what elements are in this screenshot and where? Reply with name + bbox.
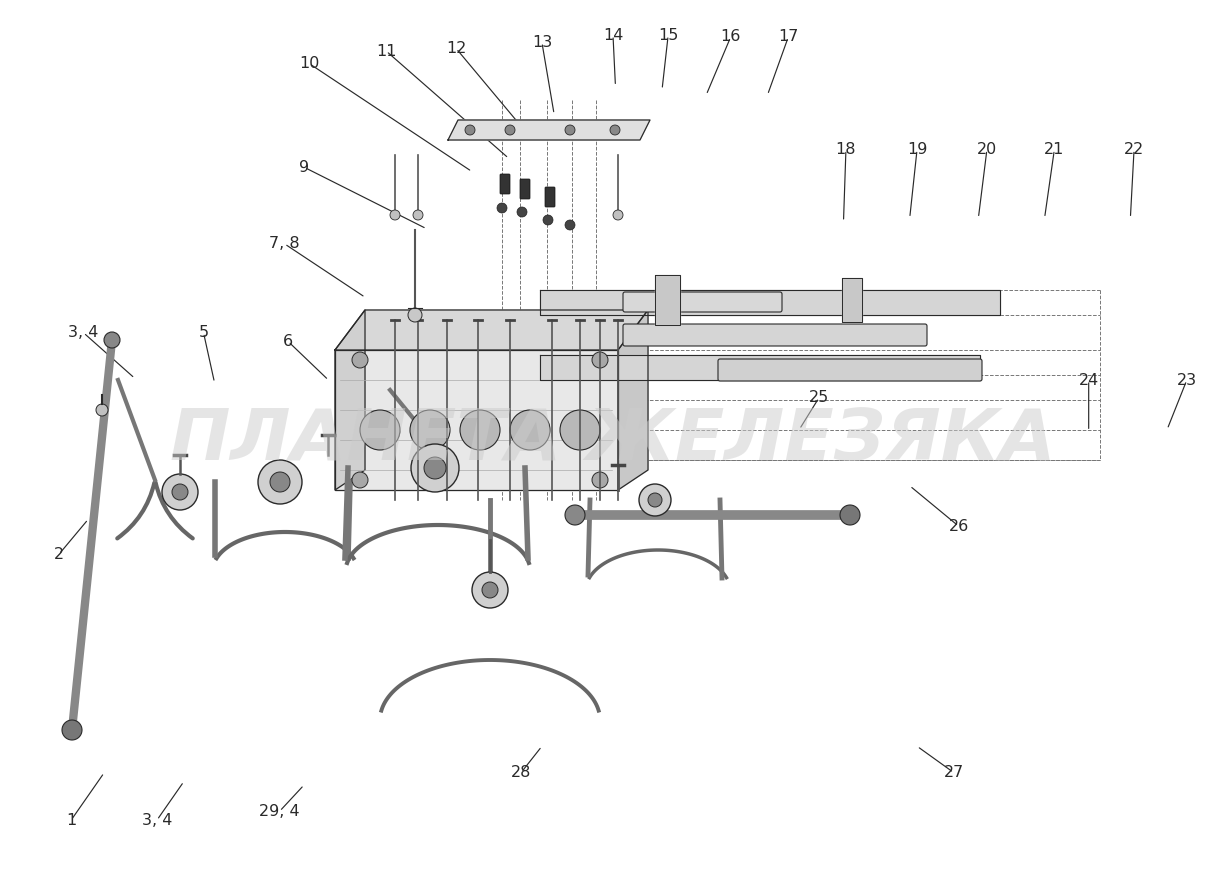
Text: ПЛАНЕТА ЖЕЛЕЗЯКА: ПЛАНЕТА ЖЕЛЕЗЯКА: [170, 406, 1056, 474]
Circle shape: [560, 410, 600, 450]
Text: 12: 12: [446, 40, 466, 56]
Circle shape: [565, 220, 575, 230]
Text: 16: 16: [721, 29, 741, 45]
Text: 28: 28: [511, 765, 531, 781]
Text: 29, 4: 29, 4: [259, 803, 300, 819]
Text: 10: 10: [299, 55, 319, 71]
Polygon shape: [447, 120, 650, 140]
Text: 15: 15: [658, 27, 678, 43]
Circle shape: [408, 308, 422, 322]
Text: 19: 19: [907, 142, 927, 158]
Polygon shape: [539, 355, 980, 380]
Text: 25: 25: [809, 390, 829, 406]
Circle shape: [352, 352, 368, 368]
Text: 5: 5: [199, 325, 208, 341]
Text: 14: 14: [603, 27, 623, 43]
Text: 26: 26: [949, 518, 969, 534]
Text: 6: 6: [283, 334, 293, 349]
Circle shape: [510, 410, 550, 450]
Polygon shape: [335, 350, 618, 490]
Circle shape: [649, 493, 662, 507]
Text: 23: 23: [1177, 372, 1197, 388]
Text: 3, 4: 3, 4: [69, 325, 98, 341]
Circle shape: [565, 505, 585, 525]
Text: 11: 11: [376, 43, 396, 59]
Text: 7, 8: 7, 8: [270, 236, 299, 252]
FancyBboxPatch shape: [623, 324, 927, 346]
Circle shape: [592, 472, 608, 488]
Circle shape: [613, 210, 623, 220]
Text: 1: 1: [66, 812, 76, 828]
Circle shape: [465, 125, 474, 135]
Circle shape: [639, 484, 671, 516]
Circle shape: [360, 410, 400, 450]
Text: 17: 17: [779, 29, 798, 45]
Circle shape: [390, 210, 400, 220]
Text: 24: 24: [1079, 372, 1098, 388]
Circle shape: [96, 404, 108, 416]
Text: 22: 22: [1124, 142, 1144, 158]
Circle shape: [482, 582, 498, 598]
Circle shape: [840, 505, 859, 525]
Polygon shape: [655, 275, 680, 325]
Circle shape: [611, 125, 620, 135]
FancyBboxPatch shape: [546, 187, 555, 207]
Text: 18: 18: [836, 142, 856, 158]
Text: 3, 4: 3, 4: [142, 812, 172, 828]
Circle shape: [270, 472, 291, 492]
Circle shape: [413, 210, 423, 220]
Circle shape: [565, 125, 575, 135]
FancyBboxPatch shape: [623, 292, 782, 312]
Text: 20: 20: [977, 142, 997, 158]
Circle shape: [505, 125, 515, 135]
Text: 13: 13: [532, 34, 552, 50]
Circle shape: [409, 410, 450, 450]
Polygon shape: [335, 310, 649, 350]
Circle shape: [352, 472, 368, 488]
Circle shape: [172, 484, 188, 500]
Polygon shape: [842, 278, 862, 322]
Polygon shape: [539, 290, 1000, 315]
Circle shape: [497, 203, 508, 213]
Circle shape: [517, 207, 527, 217]
Text: 9: 9: [299, 159, 309, 175]
Circle shape: [543, 215, 553, 225]
Circle shape: [460, 410, 500, 450]
FancyBboxPatch shape: [718, 359, 982, 381]
FancyBboxPatch shape: [520, 179, 530, 199]
FancyBboxPatch shape: [500, 174, 510, 194]
Text: 21: 21: [1045, 142, 1064, 158]
Text: 2: 2: [54, 546, 64, 562]
Circle shape: [162, 474, 199, 510]
Text: 27: 27: [944, 765, 964, 781]
Circle shape: [63, 720, 82, 740]
Circle shape: [104, 332, 120, 348]
Circle shape: [472, 572, 508, 608]
Circle shape: [411, 444, 459, 492]
Circle shape: [592, 352, 608, 368]
Circle shape: [257, 460, 302, 504]
Polygon shape: [618, 310, 649, 490]
Circle shape: [424, 457, 446, 479]
Polygon shape: [335, 310, 365, 490]
